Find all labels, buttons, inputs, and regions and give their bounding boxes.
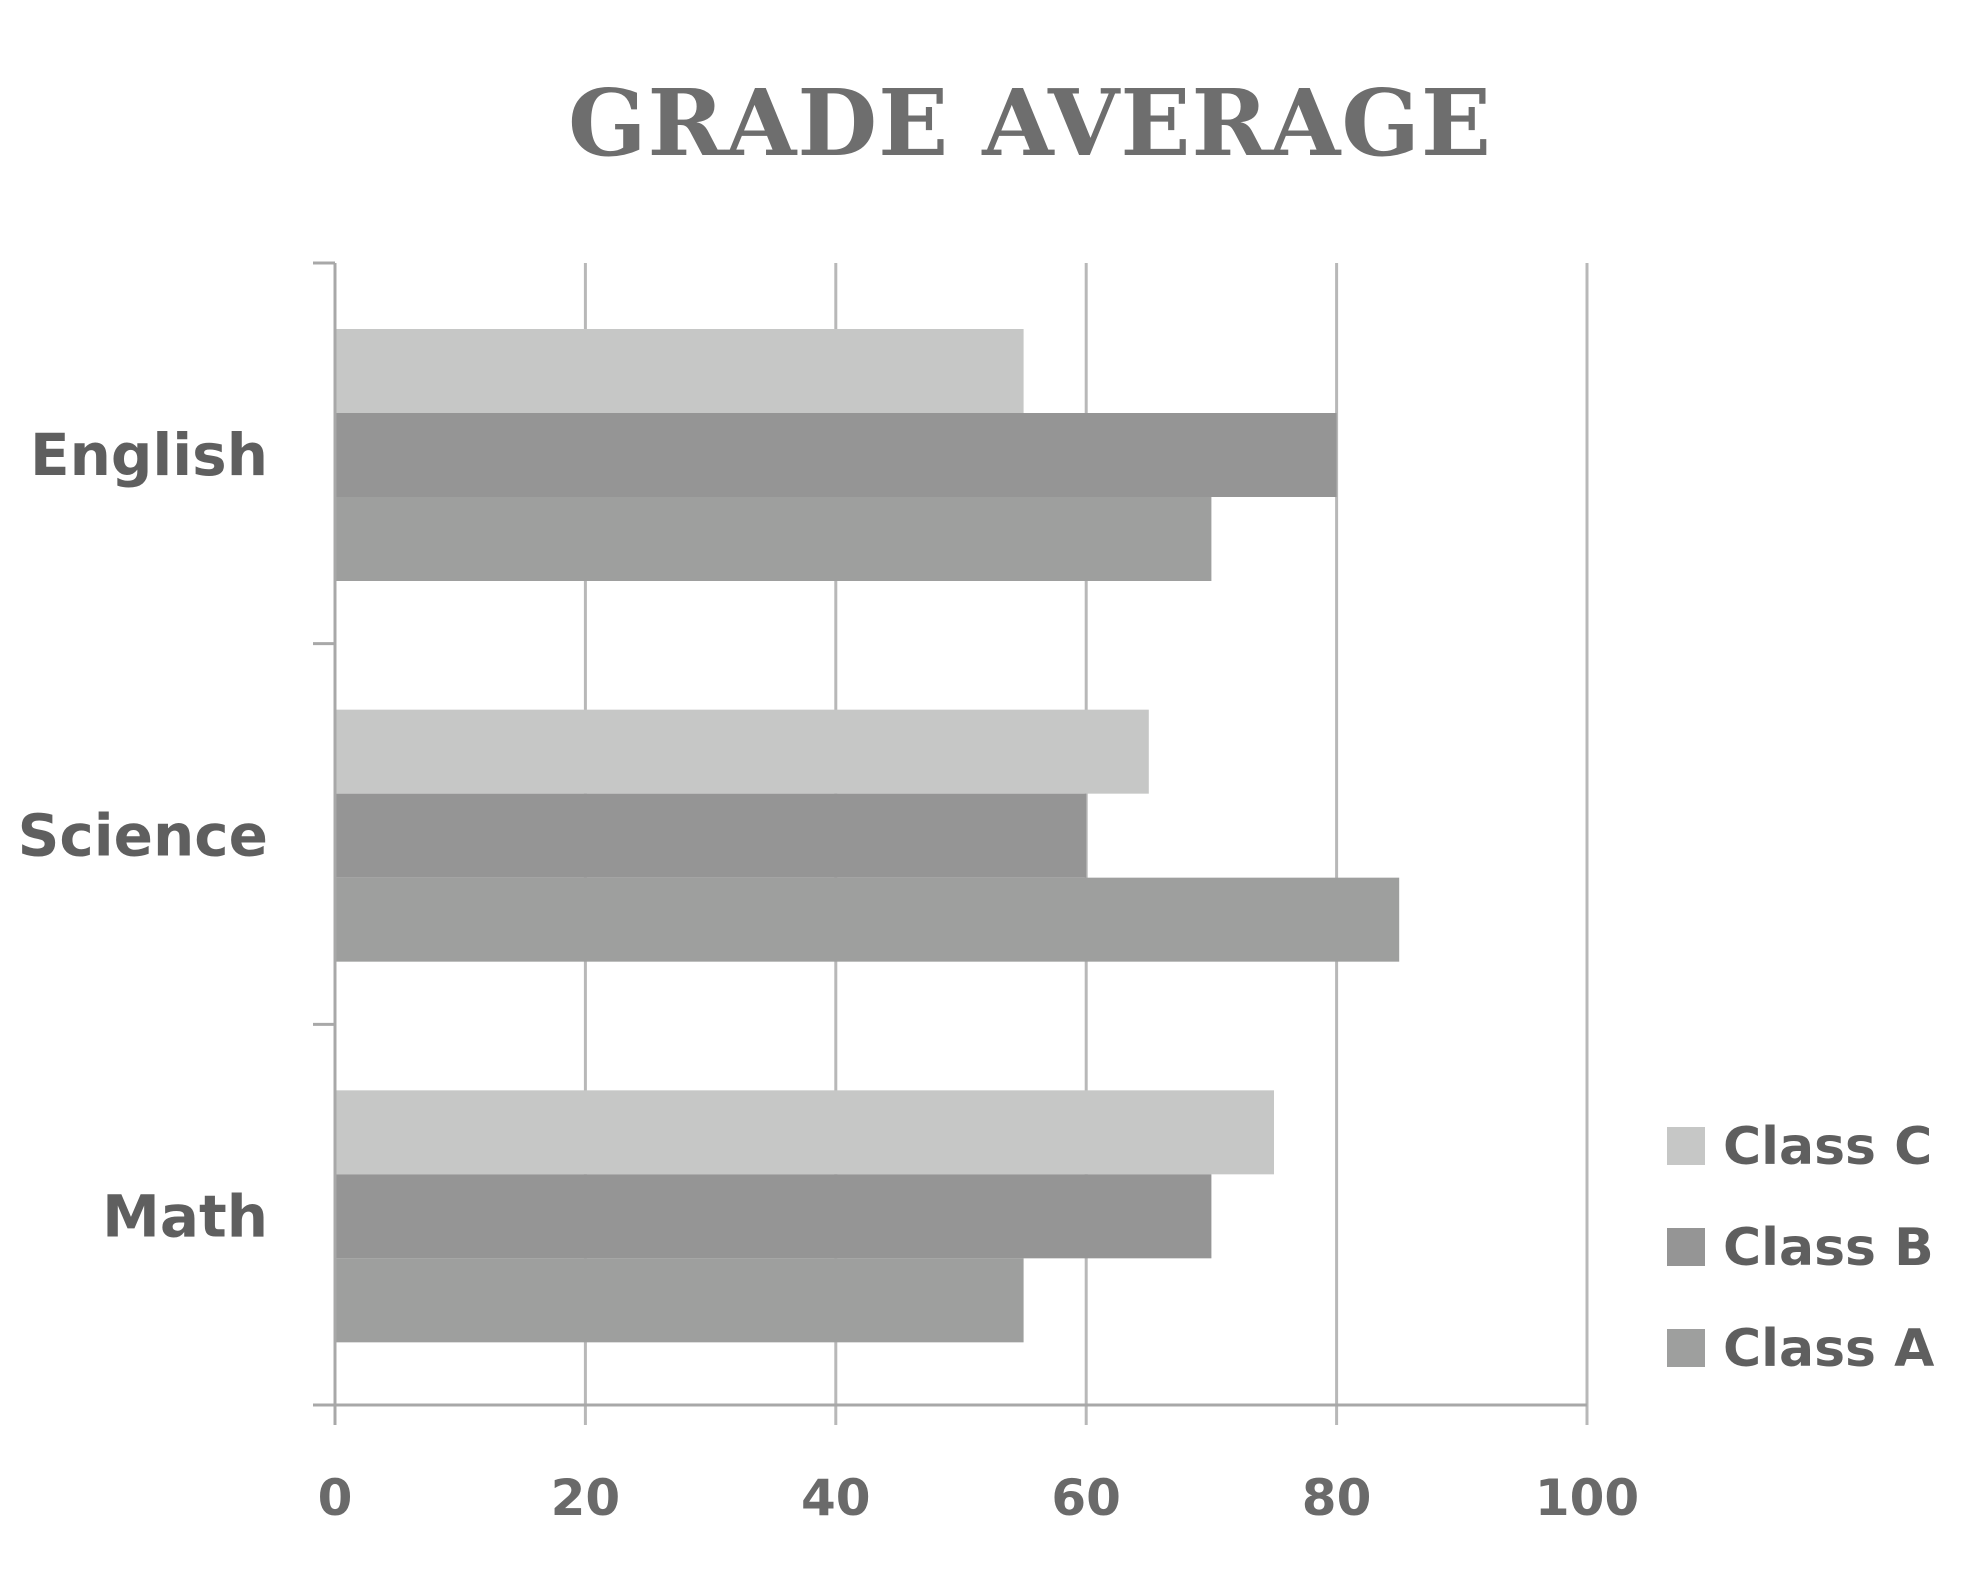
axis-labels: 0 20 40 60 80 100 English Science Math xyxy=(18,421,1640,1527)
legend-swatch xyxy=(1667,1127,1705,1165)
legend-swatch xyxy=(1667,1329,1705,1367)
x-tick-label: 20 xyxy=(551,1469,621,1527)
x-tick-label: 80 xyxy=(1302,1469,1372,1527)
x-tick-label: 60 xyxy=(1051,1469,1121,1527)
bar-science-class-c xyxy=(335,709,1149,794)
bar-math-class-b xyxy=(335,1174,1212,1259)
bar-math-class-a xyxy=(335,1258,1024,1343)
chart-title: GRADE AVERAGE xyxy=(568,69,1492,177)
axes xyxy=(313,261,1587,1425)
x-tick-label: 0 xyxy=(318,1469,353,1527)
legend-label: Class A xyxy=(1723,1319,1934,1379)
category-label: Math xyxy=(102,1182,268,1250)
bar-english-class-c xyxy=(335,329,1024,413)
bar-math-class-c xyxy=(335,1090,1274,1175)
legend-label: Class C xyxy=(1723,1117,1932,1177)
x-tick-label: 40 xyxy=(801,1469,871,1527)
category-label: Science xyxy=(18,802,268,870)
category-label: English xyxy=(30,421,268,489)
bar-english-class-b xyxy=(335,413,1337,497)
legend-label: Class B xyxy=(1723,1218,1934,1278)
legend-swatch xyxy=(1667,1228,1705,1266)
bar-science-class-b xyxy=(335,793,1087,878)
legend: Class C Class B Class A xyxy=(1667,1117,1934,1379)
bar-english-class-a xyxy=(335,497,1212,581)
bars xyxy=(335,329,1400,1343)
bar-science-class-a xyxy=(335,877,1400,962)
x-tick-label: 100 xyxy=(1535,1469,1639,1527)
